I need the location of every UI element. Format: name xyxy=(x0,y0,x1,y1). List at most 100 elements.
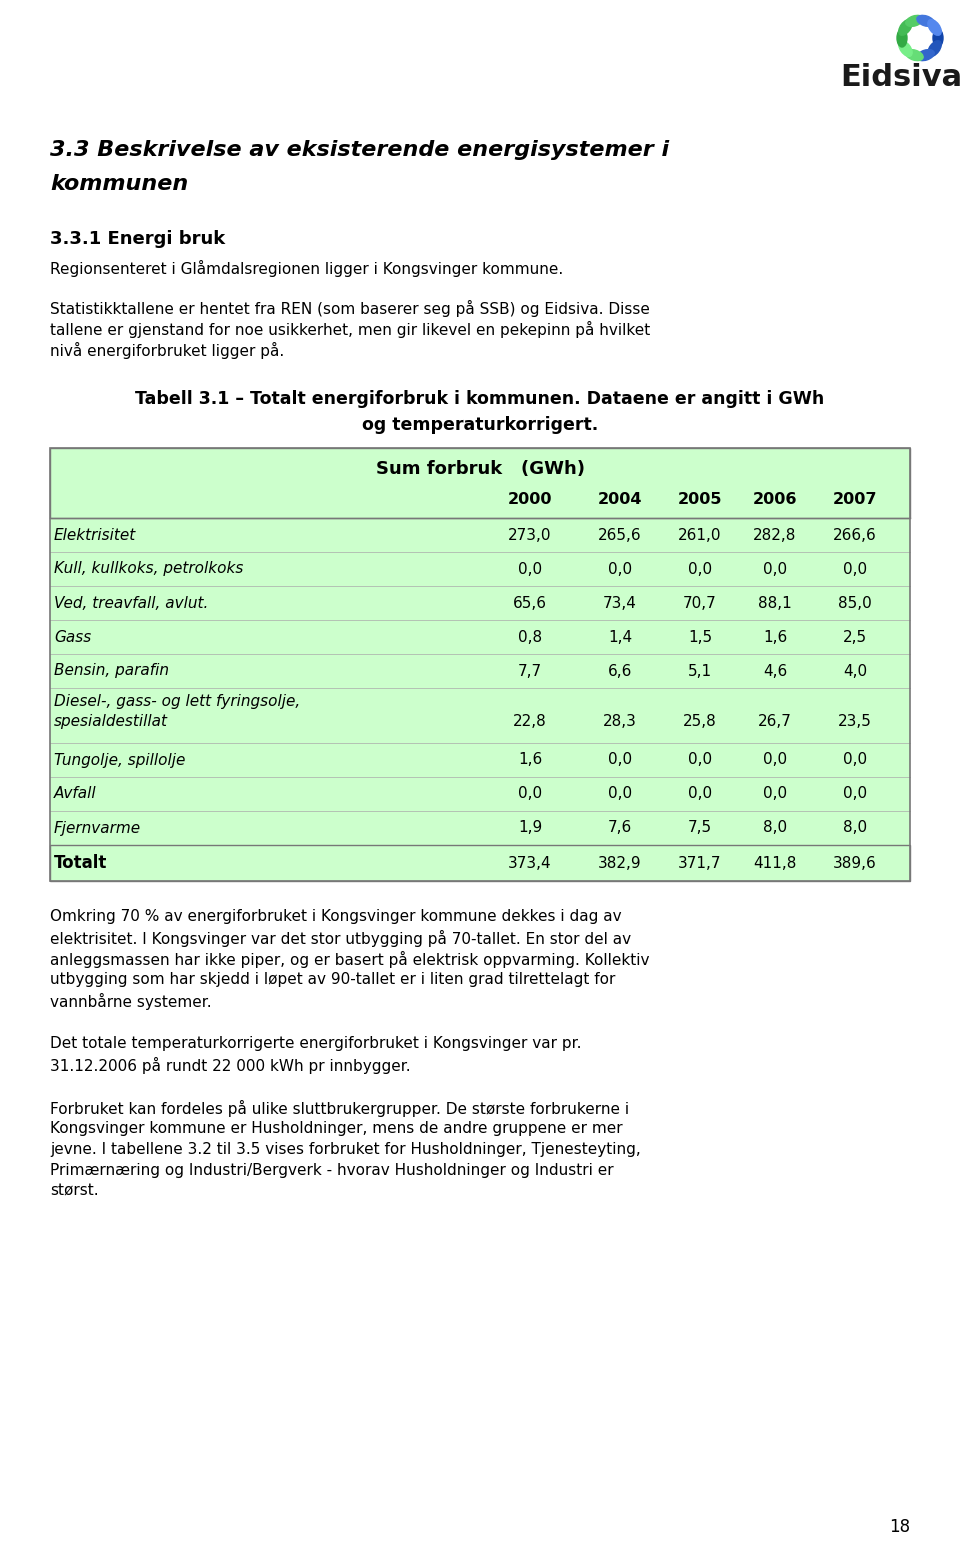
Text: 5,1: 5,1 xyxy=(688,664,712,678)
Ellipse shape xyxy=(928,41,941,56)
Text: utbygging som har skjedd i løpet av 90-tallet er i liten grad tilrettelagt for: utbygging som har skjedd i løpet av 90-t… xyxy=(50,972,615,987)
Bar xyxy=(50,811,910,846)
Text: Ved, treavfall, avlut.: Ved, treavfall, avlut. xyxy=(54,595,208,611)
Text: 65,6: 65,6 xyxy=(513,595,547,611)
Text: 8,0: 8,0 xyxy=(763,821,787,836)
Text: 25,8: 25,8 xyxy=(684,714,717,730)
Text: Forbruket kan fordeles på ulike sluttbrukergrupper. De største forbrukerne i: Forbruket kan fordeles på ulike sluttbru… xyxy=(50,1099,629,1117)
Text: 265,6: 265,6 xyxy=(598,528,642,542)
Bar xyxy=(50,518,910,551)
Text: 73,4: 73,4 xyxy=(603,595,636,611)
Text: Tabell 3.1 – Totalt energiforbruk i kommunen. Dataene er angitt i GWh: Tabell 3.1 – Totalt energiforbruk i komm… xyxy=(135,390,825,409)
Ellipse shape xyxy=(897,30,907,47)
Text: Avfall: Avfall xyxy=(54,786,97,802)
Text: elektrisitet. I Kongsvinger var det stor utbygging på 70-tallet. En stor del av: elektrisitet. I Kongsvinger var det stor… xyxy=(50,930,631,947)
Text: Sum forbruk   (GWh): Sum forbruk (GWh) xyxy=(375,460,585,478)
Text: 3.3 Beskrivelse av eksisterende energisystemer i: 3.3 Beskrivelse av eksisterende energisy… xyxy=(50,139,669,160)
Text: vannbårne systemer.: vannbårne systemer. xyxy=(50,993,211,1010)
Text: 23,5: 23,5 xyxy=(838,714,872,730)
Text: 4,0: 4,0 xyxy=(843,664,867,678)
Text: 2007: 2007 xyxy=(832,492,877,507)
Text: 266,6: 266,6 xyxy=(833,528,876,542)
Text: Gass: Gass xyxy=(54,630,91,645)
Text: 85,0: 85,0 xyxy=(838,595,872,611)
Text: 88,1: 88,1 xyxy=(758,595,792,611)
Text: 0,0: 0,0 xyxy=(843,753,867,767)
Bar xyxy=(50,448,910,518)
Bar xyxy=(50,620,910,655)
Text: størst.: størst. xyxy=(50,1184,99,1200)
Ellipse shape xyxy=(905,50,924,61)
Text: 389,6: 389,6 xyxy=(833,855,876,871)
Text: 2,5: 2,5 xyxy=(843,630,867,645)
Text: 6,6: 6,6 xyxy=(608,664,633,678)
Text: 0,0: 0,0 xyxy=(763,562,787,576)
Text: 70,7: 70,7 xyxy=(684,595,717,611)
Text: 1,6: 1,6 xyxy=(517,753,542,767)
Text: Kull, kullkoks, petrolkoks: Kull, kullkoks, petrolkoks xyxy=(54,562,244,576)
Bar xyxy=(50,448,910,882)
Text: 26,7: 26,7 xyxy=(758,714,792,730)
Text: Regionsenteret i Glåmdalsregionen ligger i Kongsvinger kommune.: Regionsenteret i Glåmdalsregionen ligger… xyxy=(50,260,564,277)
Text: 1,5: 1,5 xyxy=(688,630,712,645)
Text: Omkring 70 % av energiforbruket i Kongsvinger kommune dekkes i dag av: Omkring 70 % av energiforbruket i Kongsv… xyxy=(50,908,622,924)
Text: Primærnæring og Industri/Bergverk - hvorav Husholdninger og Industri er: Primærnæring og Industri/Bergverk - hvor… xyxy=(50,1164,613,1178)
Text: 0,0: 0,0 xyxy=(688,562,712,576)
Ellipse shape xyxy=(905,16,924,27)
Ellipse shape xyxy=(899,41,912,56)
Text: 0,0: 0,0 xyxy=(608,753,632,767)
Text: 3.3.1 Energi bruk: 3.3.1 Energi bruk xyxy=(50,230,226,247)
Bar xyxy=(50,655,910,687)
Ellipse shape xyxy=(899,19,912,36)
Text: 0,0: 0,0 xyxy=(608,562,632,576)
Text: 1,4: 1,4 xyxy=(608,630,632,645)
Text: 31.12.2006 på rundt 22 000 kWh pr innbygger.: 31.12.2006 på rundt 22 000 kWh pr innbyg… xyxy=(50,1057,411,1074)
Ellipse shape xyxy=(933,30,943,47)
Text: 382,9: 382,9 xyxy=(598,855,642,871)
Text: 261,0: 261,0 xyxy=(679,528,722,542)
Text: Elektrisitet: Elektrisitet xyxy=(54,528,136,542)
Text: 1,9: 1,9 xyxy=(517,821,542,836)
Text: Diesel-, gass- og lett fyringsolje,: Diesel-, gass- og lett fyringsolje, xyxy=(54,694,300,709)
Text: 273,0: 273,0 xyxy=(508,528,552,542)
Text: og temperaturkorrigert.: og temperaturkorrigert. xyxy=(362,417,598,434)
Text: 2000: 2000 xyxy=(508,492,552,507)
Text: 7,7: 7,7 xyxy=(518,664,542,678)
Text: 2004: 2004 xyxy=(598,492,642,507)
Ellipse shape xyxy=(928,19,941,36)
Text: kommunen: kommunen xyxy=(50,174,188,194)
Text: Fjernvarme: Fjernvarme xyxy=(54,821,141,836)
Ellipse shape xyxy=(917,50,934,61)
Text: 28,3: 28,3 xyxy=(603,714,636,730)
Text: 7,6: 7,6 xyxy=(608,821,632,836)
Text: 0,0: 0,0 xyxy=(763,753,787,767)
Bar xyxy=(50,742,910,777)
Text: anleggsmassen har ikke piper, og er basert på elektrisk oppvarming. Kollektiv: anleggsmassen har ikke piper, og er base… xyxy=(50,951,650,968)
Text: Bensin, parafin: Bensin, parafin xyxy=(54,664,169,678)
Text: 8,0: 8,0 xyxy=(843,821,867,836)
Text: 0,0: 0,0 xyxy=(843,562,867,576)
Text: 373,4: 373,4 xyxy=(508,855,552,871)
Ellipse shape xyxy=(917,16,934,27)
Text: 0,0: 0,0 xyxy=(763,786,787,802)
Text: Statistikktallene er hentet fra REN (som baserer seg på SSB) og Eidsiva. Disse: Statistikktallene er hentet fra REN (som… xyxy=(50,301,650,316)
Text: 0,8: 0,8 xyxy=(518,630,542,645)
Text: jevne. I tabellene 3.2 til 3.5 vises forbruket for Husholdninger, Tjenesteyting,: jevne. I tabellene 3.2 til 3.5 vises for… xyxy=(50,1142,640,1157)
Text: 0,0: 0,0 xyxy=(843,786,867,802)
Bar xyxy=(50,586,910,620)
Text: tallene er gjenstand for noe usikkerhet, men gir likevel en pekepinn på hvilket: tallene er gjenstand for noe usikkerhet,… xyxy=(50,321,650,338)
Bar xyxy=(50,551,910,586)
Text: Tungolje, spillolje: Tungolje, spillolje xyxy=(54,753,185,767)
Text: 0,0: 0,0 xyxy=(688,753,712,767)
Text: spesialdestillat: spesialdestillat xyxy=(54,714,168,730)
Bar xyxy=(50,777,910,811)
Text: 0,0: 0,0 xyxy=(518,786,542,802)
Text: 2006: 2006 xyxy=(753,492,797,507)
Text: 0,0: 0,0 xyxy=(608,786,632,802)
Text: Det totale temperaturkorrigerte energiforbruket i Kongsvinger var pr.: Det totale temperaturkorrigerte energifo… xyxy=(50,1037,582,1051)
Text: 4,6: 4,6 xyxy=(763,664,787,678)
Bar xyxy=(50,846,910,882)
Text: 7,5: 7,5 xyxy=(688,821,712,836)
Text: 22,8: 22,8 xyxy=(514,714,547,730)
Text: 0,0: 0,0 xyxy=(518,562,542,576)
